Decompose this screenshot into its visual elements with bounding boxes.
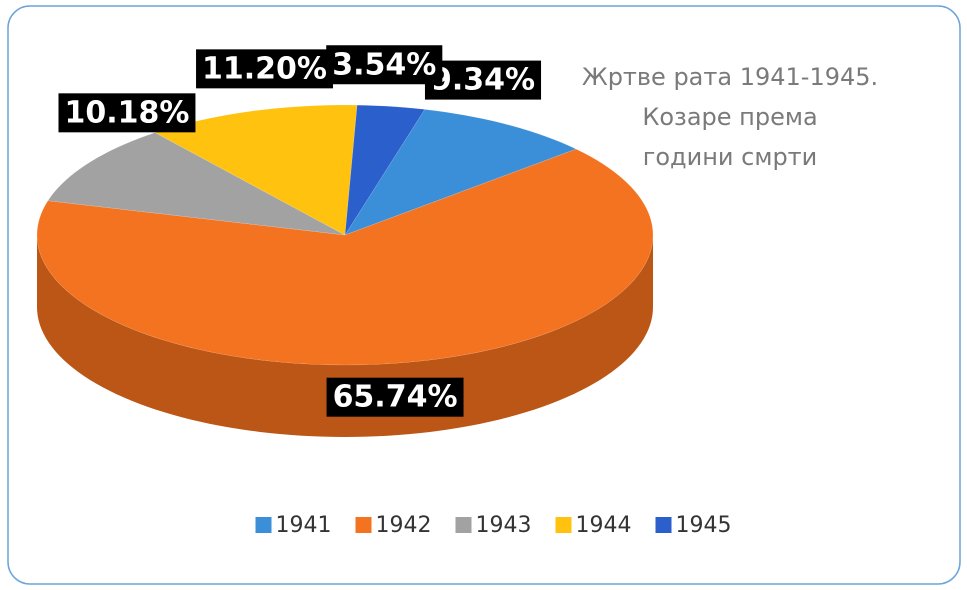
legend-label: 1944 <box>576 513 632 538</box>
legend-swatch <box>255 517 272 533</box>
title-line: Козаре према <box>642 103 817 131</box>
data-label: 10.18% <box>64 95 189 130</box>
data-label-box <box>58 93 196 133</box>
data-label: 11.20% <box>202 51 327 86</box>
legend: 1941 1942 1943 1944 1945 <box>255 513 732 538</box>
legend-label: 1941 <box>276 513 332 538</box>
data-label: 9.34% <box>431 63 535 98</box>
legend-label: 1943 <box>476 513 532 538</box>
data-label: 3.54% <box>332 47 436 82</box>
pie-side <box>37 235 653 437</box>
title-line: години смрти <box>643 143 818 171</box>
data-label-box <box>326 377 464 417</box>
data-label: 65.74% <box>333 380 458 415</box>
pie-slice <box>344 104 426 236</box>
data-labels: 9.34% 65.74% 10.18% 11.20% 3.54% <box>58 45 542 417</box>
title-line: Жртве рата 1941-1945. <box>582 63 878 91</box>
pie-sides <box>37 235 653 437</box>
pie-slice <box>36 148 654 366</box>
legend-swatch <box>355 517 372 533</box>
data-label-box <box>196 49 333 89</box>
pie-tops <box>36 104 654 366</box>
legend-label: 1945 <box>676 513 732 538</box>
legend-swatch <box>555 517 572 533</box>
legend-swatch <box>455 517 472 533</box>
data-label-box <box>326 45 443 85</box>
chart-title: Жртве рата 1941-1945. Козаре према години … <box>582 63 878 171</box>
legend-label: 1942 <box>376 513 432 538</box>
pie-slice <box>344 109 577 236</box>
data-label-box <box>424 60 542 100</box>
pie-slice <box>47 132 346 236</box>
legend-swatch <box>655 517 672 533</box>
